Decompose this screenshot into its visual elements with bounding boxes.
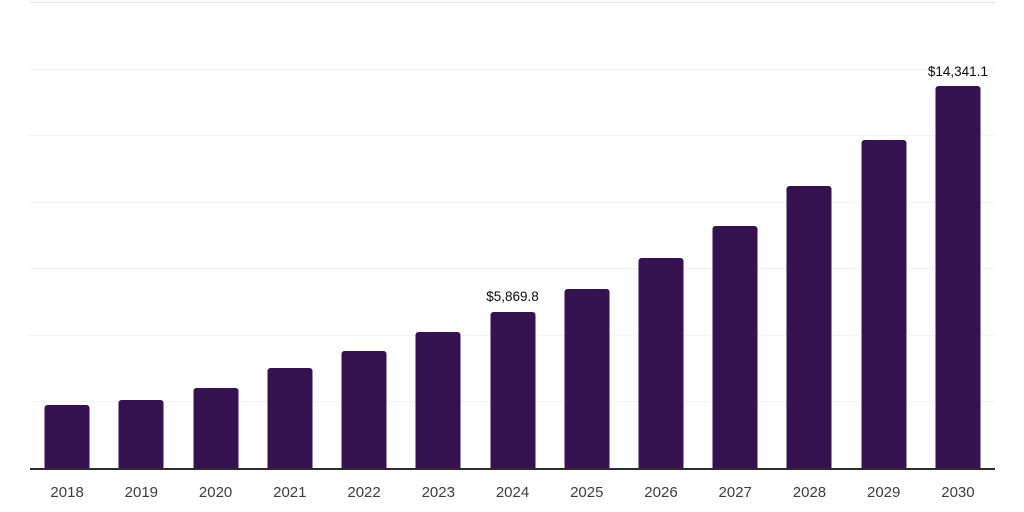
x-tick-label: 2020: [198, 484, 233, 501]
bar: [415, 332, 461, 468]
x-tick-label: 2025: [570, 484, 604, 501]
bar-column: [401, 2, 475, 468]
bar-column: [253, 2, 327, 468]
bar: [712, 225, 758, 468]
bar: [490, 311, 536, 468]
x-tick-label: 2030: [941, 484, 975, 501]
bar: [118, 400, 164, 468]
x-tick-label: 2023: [421, 484, 455, 501]
x-tick-label: 2019: [124, 484, 159, 501]
bar-column: [624, 2, 698, 468]
bar: [341, 350, 387, 468]
bar-column: [772, 2, 846, 468]
x-tick-label: 2022: [347, 484, 381, 501]
bar-column: [178, 2, 252, 468]
bar-column: [698, 2, 772, 468]
gridline: [30, 268, 995, 270]
value-label: $5,869.8: [486, 289, 539, 305]
bar-column: [104, 2, 178, 468]
bar: [564, 288, 610, 468]
gridline: [30, 2, 995, 3]
bar: [638, 258, 684, 468]
bar-column: [30, 2, 104, 468]
bar: [44, 405, 90, 468]
bar: [267, 367, 313, 468]
x-tick-label: 2026: [644, 484, 678, 501]
value-label: $14,341.1: [927, 63, 988, 79]
x-tick-label: 2024: [495, 484, 530, 501]
gridline: [30, 68, 995, 70]
bar-column: $14,341.1: [921, 2, 995, 468]
bar-column: $5,869.8: [475, 2, 549, 468]
gridline: [30, 135, 995, 137]
bar: [193, 388, 239, 468]
bar-column: [327, 2, 401, 468]
gridline: [30, 201, 995, 203]
x-axis: 2018 2019 2020 2021 2022 2023 2024 2025 2026 2027…: [30, 470, 995, 512]
bar: [935, 86, 981, 468]
x-tick-label: 2018: [50, 484, 84, 501]
bar: [786, 185, 832, 468]
x-tick-label: 2029: [867, 484, 901, 501]
x-tick-label: 2021: [273, 484, 307, 501]
bars-container: $5,869.8 $14,341.1: [30, 2, 995, 468]
x-tick-label: 2028: [792, 484, 827, 501]
bar: [861, 140, 907, 468]
x-tick-label: 2027: [718, 484, 752, 501]
plot-area: $5,869.8 $14,341.1: [30, 2, 995, 470]
bar-column: [550, 2, 624, 468]
bar-column: [847, 2, 921, 468]
